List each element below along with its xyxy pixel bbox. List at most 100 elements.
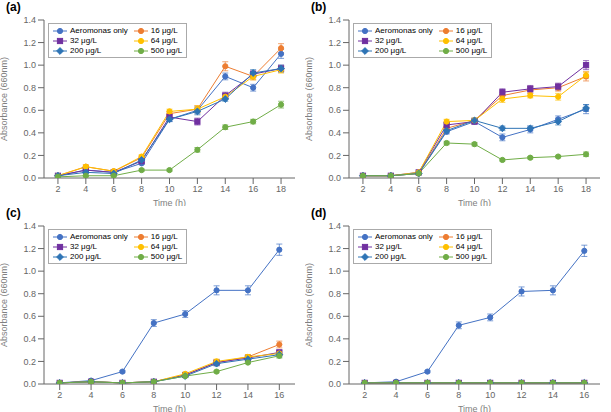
svg-text:10: 10 <box>164 184 174 194</box>
svg-text:12: 12 <box>517 390 527 400</box>
svg-text:14: 14 <box>525 184 535 194</box>
html-text:16 μg/L: 16 μg/L <box>150 232 178 241</box>
html-text:500 μg/L: 500 μg/L <box>455 46 488 55</box>
html-text:64 μg/L: 64 μg/L <box>150 36 178 45</box>
svg-text:Time (h): Time (h) <box>458 198 491 206</box>
svg-text:1.0: 1.0 <box>23 266 36 276</box>
svg-text:Absorbance (660nm): Absorbance (660nm) <box>8 57 9 141</box>
html-text:(a): (a) <box>6 0 21 14</box>
html-text:Aeromonas only: Aeromonas only <box>375 232 433 241</box>
svg-text:0.2: 0.2 <box>328 151 341 161</box>
html-text:(c): (c) <box>6 206 21 220</box>
svg-text:18: 18 <box>276 184 286 194</box>
svg-text:4: 4 <box>83 184 88 194</box>
html-text:16 μg/L: 16 μg/L <box>150 26 178 35</box>
svg-text:0.8: 0.8 <box>23 289 36 299</box>
html-text:Aeromonas only: Aeromonas only <box>70 26 128 35</box>
svg-text:0.2: 0.2 <box>23 151 36 161</box>
html-text:32 μg/L: 32 μg/L <box>375 242 402 251</box>
svg-text:4: 4 <box>388 184 393 194</box>
svg-text:1.4: 1.4 <box>23 221 36 231</box>
html-text:32 μg/L: 32 μg/L <box>70 36 97 45</box>
svg-text:16: 16 <box>248 184 258 194</box>
svg-text:12: 12 <box>497 184 507 194</box>
svg-text:1.2: 1.2 <box>328 244 341 254</box>
svg-text:0.8: 0.8 <box>328 83 341 93</box>
html-text:200 μg/L: 200 μg/L <box>70 252 102 261</box>
svg-text:1.4: 1.4 <box>328 221 341 231</box>
svg-text:16: 16 <box>274 390 284 400</box>
svg-text:8: 8 <box>139 184 144 194</box>
svg-text:Absorbance (660nm): Absorbance (660nm) <box>305 263 314 347</box>
svg-text:1.2: 1.2 <box>23 38 36 48</box>
svg-text:12: 12 <box>212 390 222 400</box>
svg-text:2: 2 <box>360 184 365 194</box>
html-text:32 μg/L: 32 μg/L <box>375 36 402 45</box>
svg-text:Time (h): Time (h) <box>153 404 186 412</box>
svg-text:2: 2 <box>362 390 367 400</box>
html-text:Aeromonas only: Aeromonas only <box>70 232 128 241</box>
svg-text:8: 8 <box>444 184 449 194</box>
svg-text:16: 16 <box>553 184 563 194</box>
svg-text:1.0: 1.0 <box>328 266 341 276</box>
svg-text:14: 14 <box>220 184 230 194</box>
svg-text:Time (h): Time (h) <box>153 198 186 206</box>
svg-text:8: 8 <box>456 390 461 400</box>
svg-text:10: 10 <box>180 390 190 400</box>
svg-text:0.0: 0.0 <box>328 379 341 389</box>
svg-text:6: 6 <box>425 390 430 400</box>
svg-text:0.8: 0.8 <box>23 83 36 93</box>
svg-text:14: 14 <box>243 390 253 400</box>
html-text:16 μg/L: 16 μg/L <box>455 232 483 241</box>
svg-text:6: 6 <box>416 184 421 194</box>
html-text:200 μg/L: 200 μg/L <box>70 46 102 55</box>
svg-text:6: 6 <box>111 184 116 194</box>
svg-text:1.4: 1.4 <box>328 15 341 25</box>
html-text:(d): (d) <box>311 206 327 220</box>
svg-text:16: 16 <box>579 390 589 400</box>
svg-text:2: 2 <box>57 390 62 400</box>
svg-text:0.4: 0.4 <box>328 334 341 344</box>
svg-text:14: 14 <box>548 390 558 400</box>
svg-text:Time (h): Time (h) <box>458 404 491 412</box>
html-text:32 μg/L: 32 μg/L <box>70 242 97 251</box>
svg-text:4: 4 <box>394 390 399 400</box>
svg-text:4: 4 <box>89 390 94 400</box>
svg-text:10: 10 <box>469 184 479 194</box>
svg-text:0.4: 0.4 <box>23 334 36 344</box>
svg-text:Absorbance (660nm): Absorbance (660nm) <box>305 57 314 141</box>
svg-text:0.6: 0.6 <box>23 105 36 115</box>
html-text:Aeromonas only: Aeromonas only <box>375 26 433 35</box>
html-text:64 μg/L: 64 μg/L <box>150 242 178 251</box>
svg-text:1.4: 1.4 <box>23 15 36 25</box>
svg-text:Absorbance (660nm): Absorbance (660nm) <box>8 263 9 347</box>
svg-text:0.0: 0.0 <box>328 173 341 183</box>
svg-text:0.0: 0.0 <box>23 379 36 389</box>
svg-text:12: 12 <box>192 184 202 194</box>
svg-text:8: 8 <box>151 390 156 400</box>
html-text:500 μg/L: 500 μg/L <box>150 46 183 55</box>
svg-text:0.4: 0.4 <box>23 128 36 138</box>
svg-text:0.8: 0.8 <box>328 289 341 299</box>
html-text:(b): (b) <box>311 0 327 14</box>
svg-text:0.6: 0.6 <box>23 311 36 321</box>
svg-text:1.0: 1.0 <box>328 60 341 70</box>
html-text:64 μg/L: 64 μg/L <box>455 36 483 45</box>
svg-text:1.2: 1.2 <box>328 38 341 48</box>
svg-text:0.2: 0.2 <box>328 357 341 367</box>
svg-text:0.0: 0.0 <box>23 173 36 183</box>
svg-text:1.0: 1.0 <box>23 60 36 70</box>
svg-text:0.2: 0.2 <box>23 357 36 367</box>
svg-text:18: 18 <box>581 184 591 194</box>
html-text:64 μg/L: 64 μg/L <box>455 242 483 251</box>
svg-text:2: 2 <box>55 184 60 194</box>
html-text:500 μg/L: 500 μg/L <box>150 252 183 261</box>
svg-text:6: 6 <box>120 390 125 400</box>
html-text:16 μg/L: 16 μg/L <box>455 26 483 35</box>
svg-text:1.2: 1.2 <box>23 244 36 254</box>
svg-text:0.6: 0.6 <box>328 311 341 321</box>
svg-text:10: 10 <box>485 390 495 400</box>
svg-text:0.6: 0.6 <box>328 105 341 115</box>
svg-text:0.4: 0.4 <box>328 128 341 138</box>
html-text:200 μg/L: 200 μg/L <box>375 46 407 55</box>
